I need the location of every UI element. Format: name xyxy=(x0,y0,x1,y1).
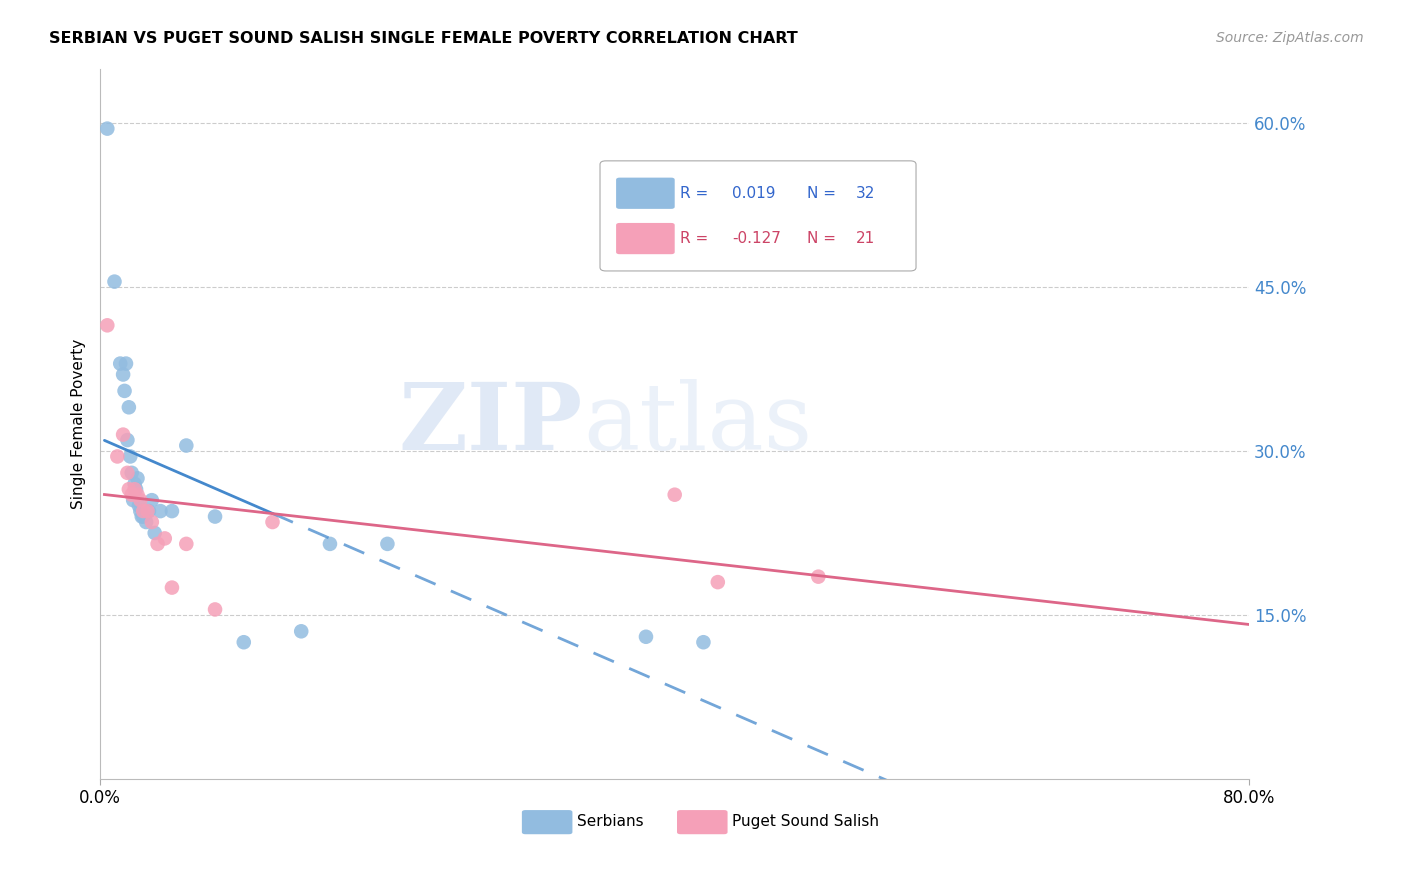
Text: Source: ZipAtlas.com: Source: ZipAtlas.com xyxy=(1216,31,1364,45)
Point xyxy=(176,438,198,452)
Point xyxy=(290,624,312,639)
Point xyxy=(319,537,342,551)
Point xyxy=(204,509,226,524)
Text: N =: N = xyxy=(807,231,835,246)
Point xyxy=(141,515,163,529)
Point xyxy=(110,357,132,371)
Text: Puget Sound Salish: Puget Sound Salish xyxy=(733,814,879,829)
Point xyxy=(132,504,155,518)
Point xyxy=(112,368,135,382)
FancyBboxPatch shape xyxy=(616,178,675,209)
Point xyxy=(807,569,830,583)
Text: 0.019: 0.019 xyxy=(733,186,776,201)
Point xyxy=(204,602,226,616)
Text: N =: N = xyxy=(807,186,835,201)
Text: 32: 32 xyxy=(856,186,876,201)
Point xyxy=(112,427,135,442)
Point xyxy=(115,357,138,371)
Point xyxy=(262,515,284,529)
Point xyxy=(136,504,159,518)
Point xyxy=(125,482,148,496)
Point xyxy=(122,493,145,508)
Point xyxy=(132,509,155,524)
Point xyxy=(176,537,198,551)
Text: -0.127: -0.127 xyxy=(733,231,782,246)
Point xyxy=(103,275,125,289)
Text: R =: R = xyxy=(681,231,709,246)
Point xyxy=(96,318,118,333)
Point xyxy=(707,575,730,590)
Point xyxy=(149,504,172,518)
Point xyxy=(127,471,149,485)
Point xyxy=(118,401,141,415)
Text: 21: 21 xyxy=(856,231,876,246)
Point xyxy=(129,493,152,508)
Point xyxy=(96,121,118,136)
Point xyxy=(117,433,139,447)
Text: atlas: atlas xyxy=(582,379,813,468)
Point xyxy=(146,537,169,551)
Point xyxy=(129,504,152,518)
Point xyxy=(141,493,163,508)
Point xyxy=(114,384,136,398)
Point xyxy=(124,482,146,496)
Point xyxy=(138,504,160,518)
Point xyxy=(117,466,139,480)
Point xyxy=(135,515,157,529)
Text: SERBIAN VS PUGET SOUND SALISH SINGLE FEMALE POVERTY CORRELATION CHART: SERBIAN VS PUGET SOUND SALISH SINGLE FEM… xyxy=(49,31,799,46)
Point xyxy=(160,581,183,595)
Point xyxy=(692,635,714,649)
FancyBboxPatch shape xyxy=(522,810,572,834)
Point xyxy=(105,450,128,464)
Point xyxy=(377,537,399,551)
Text: R =: R = xyxy=(681,186,709,201)
Text: Serbians: Serbians xyxy=(576,814,644,829)
Point xyxy=(121,466,143,480)
FancyBboxPatch shape xyxy=(600,161,917,271)
Point xyxy=(160,504,183,518)
Point xyxy=(121,488,143,502)
Point xyxy=(120,450,142,464)
Y-axis label: Single Female Poverty: Single Female Poverty xyxy=(72,339,86,508)
Point xyxy=(143,525,166,540)
Point xyxy=(124,476,146,491)
Point xyxy=(131,509,153,524)
Point xyxy=(128,499,150,513)
Text: ZIP: ZIP xyxy=(398,379,582,468)
Point xyxy=(634,630,657,644)
FancyBboxPatch shape xyxy=(616,223,675,254)
Point xyxy=(118,482,141,496)
Point xyxy=(153,532,176,546)
Point xyxy=(127,488,149,502)
Point xyxy=(232,635,254,649)
Point xyxy=(664,488,686,502)
FancyBboxPatch shape xyxy=(678,810,727,834)
